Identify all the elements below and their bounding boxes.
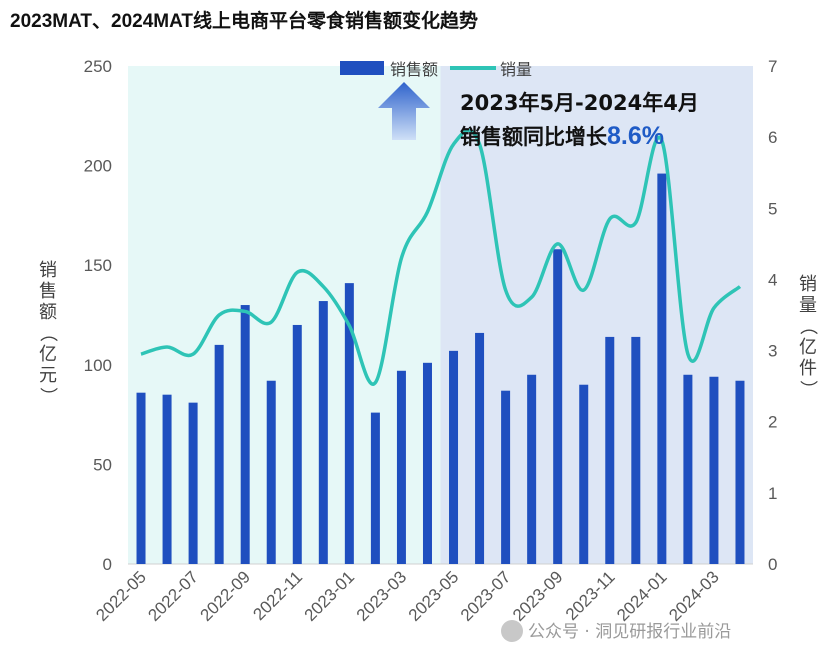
y-left-tick-label: 250 <box>84 57 112 76</box>
watermark: 公众号 · 洞见研报行业前沿 <box>528 622 731 642</box>
svg-text:亿: 亿 <box>799 337 817 358</box>
legend-bar-label: 销售额 <box>390 60 438 79</box>
svg-text:）: ） <box>797 380 818 398</box>
y-right-tick-label: 3 <box>768 342 777 361</box>
svg-text:（: （ <box>37 324 58 342</box>
y-left-tick-label: 150 <box>84 256 112 275</box>
bar <box>553 249 563 564</box>
bar <box>240 305 250 564</box>
bar <box>396 370 406 564</box>
volume-line-series <box>140 128 742 386</box>
y-left-tick-label: 0 <box>103 555 112 574</box>
bar <box>527 374 537 564</box>
x-tick-label: 2023-09 <box>509 567 567 625</box>
bar <box>605 336 615 564</box>
svg-text:（: （ <box>797 317 818 335</box>
x-tick-label: 2024-01 <box>613 567 671 625</box>
x-tick-label: 2024-03 <box>665 567 723 625</box>
y-left-tick-label: 200 <box>84 157 112 176</box>
mat-2023-background <box>128 66 441 564</box>
bar <box>579 384 589 564</box>
bar <box>631 336 641 564</box>
bar <box>422 362 432 564</box>
bar <box>318 301 328 564</box>
bar <box>501 390 511 564</box>
bar <box>214 344 224 564</box>
x-axis-ticks: 2022-052022-072022-092022-112023-012023-… <box>92 567 722 625</box>
y-right-tick-label: 4 <box>768 270 777 289</box>
bar <box>657 173 667 564</box>
bar <box>162 394 172 564</box>
wechat-icon <box>501 620 523 642</box>
y-right-tick-label: 0 <box>768 555 777 574</box>
x-tick-label: 2023-11 <box>562 567 619 624</box>
svg-text:量: 量 <box>799 295 817 316</box>
y-right-tick-label: 7 <box>768 57 777 76</box>
svg-text:销: 销 <box>39 260 57 281</box>
bar <box>683 374 693 564</box>
y-axis-left-label: 销售额（ 亿元） <box>37 260 58 405</box>
annotation-growth: 销售额同比增长8.6% <box>460 122 664 150</box>
bar <box>292 324 302 564</box>
y-axis-right-ticks: 0 1 2 3 4 5 6 7 <box>768 57 777 574</box>
annotation-growth-label: 销售额同比增长 <box>460 125 608 149</box>
svg-text:销: 销 <box>799 274 817 295</box>
svg-text:售: 售 <box>39 281 57 302</box>
y-left-tick-label: 50 <box>93 455 112 474</box>
y-left-tick-label: 100 <box>84 356 112 375</box>
svg-text:亿: 亿 <box>39 344 57 365</box>
mat-2024-background <box>440 66 753 564</box>
y-right-tick-label: 1 <box>768 484 777 503</box>
y-right-tick-label: 5 <box>768 199 777 218</box>
bar <box>188 402 198 564</box>
svg-text:件: 件 <box>799 358 817 379</box>
bar <box>735 380 745 564</box>
y-right-tick-label: 6 <box>768 128 777 147</box>
bar <box>475 332 485 564</box>
bar <box>266 380 276 564</box>
x-tick-label: 2022-09 <box>196 567 254 625</box>
svg-text:）: ） <box>37 387 58 405</box>
x-tick-label: 2023-03 <box>353 567 411 625</box>
y-right-tick-label: 2 <box>768 413 777 432</box>
x-tick-label: 2022-05 <box>92 567 150 625</box>
x-tick-label: 2023-05 <box>405 567 463 625</box>
x-tick-label: 2023-01 <box>301 567 359 625</box>
y-axis-left-ticks: 0 50 100 150 200 250 <box>84 57 112 574</box>
annotation-growth-value: 8.6% <box>607 122 664 150</box>
bar <box>449 350 459 564</box>
x-tick-label: 2023-07 <box>457 567 515 625</box>
bar-series <box>136 173 745 564</box>
legend-bar-swatch <box>340 61 384 75</box>
bar <box>136 392 146 564</box>
bar <box>344 283 354 564</box>
legend-line-label: 销量 <box>500 60 532 79</box>
x-tick-label: 2022-11 <box>249 567 306 624</box>
up-arrow-icon <box>378 82 430 140</box>
x-tick-label: 2022-07 <box>144 567 202 625</box>
chart-title: 2023MAT、2024MAT线上电商平台零食销售额变化趋势 <box>10 11 479 32</box>
bar <box>709 376 719 564</box>
bar <box>370 412 380 564</box>
svg-text:额: 额 <box>39 302 57 323</box>
legend: 销售额 销量 <box>340 60 532 79</box>
svg-text:元: 元 <box>39 365 57 386</box>
annotation-period: 2023年5月-2024年4月 <box>460 91 699 115</box>
y-axis-right-label: 销量（ 亿件） <box>797 274 818 398</box>
